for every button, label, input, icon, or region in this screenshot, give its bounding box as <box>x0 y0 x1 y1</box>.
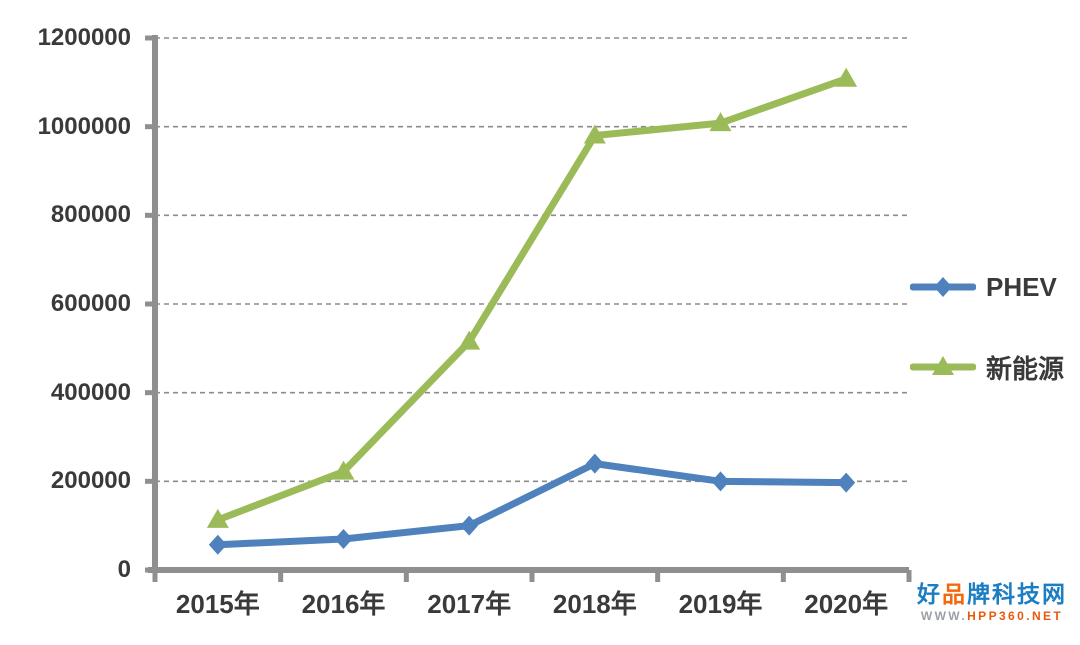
watermark-url: WWW.HPP360.NET <box>906 610 1078 622</box>
watermark-url-main: HPP360.NET <box>967 609 1064 623</box>
watermark-url-prefix: WWW. <box>920 609 968 623</box>
y-tick-label: 0 <box>117 556 131 583</box>
x-tick-label: 2018年 <box>552 589 637 619</box>
y-tick-label: 1000000 <box>37 112 131 140</box>
watermark-brand-segment: 好 <box>917 581 942 607</box>
watermark-logo: 好品牌科技网 WWW.HPP360.NET <box>906 583 1078 623</box>
y-tick-label: 400000 <box>50 378 131 406</box>
y-tick-label: 1200000 <box>37 24 131 51</box>
watermark-brand-segment: 牌科技网 <box>967 581 1067 607</box>
watermark-brand-text: 好品牌科技网 <box>906 583 1078 606</box>
y-tick-label: 600000 <box>50 290 131 317</box>
y-tick-label: 200000 <box>50 467 131 495</box>
x-tick-label: 2019年 <box>678 589 763 619</box>
watermark-brand-segment: 品 <box>942 581 967 607</box>
x-tick-label: 2020年 <box>804 589 889 619</box>
x-tick-label: 2016年 <box>301 589 386 619</box>
y-tick-label: 800000 <box>50 201 131 229</box>
x-tick-label: 2017年 <box>427 589 512 619</box>
x-tick-label: 2015年 <box>175 589 260 619</box>
